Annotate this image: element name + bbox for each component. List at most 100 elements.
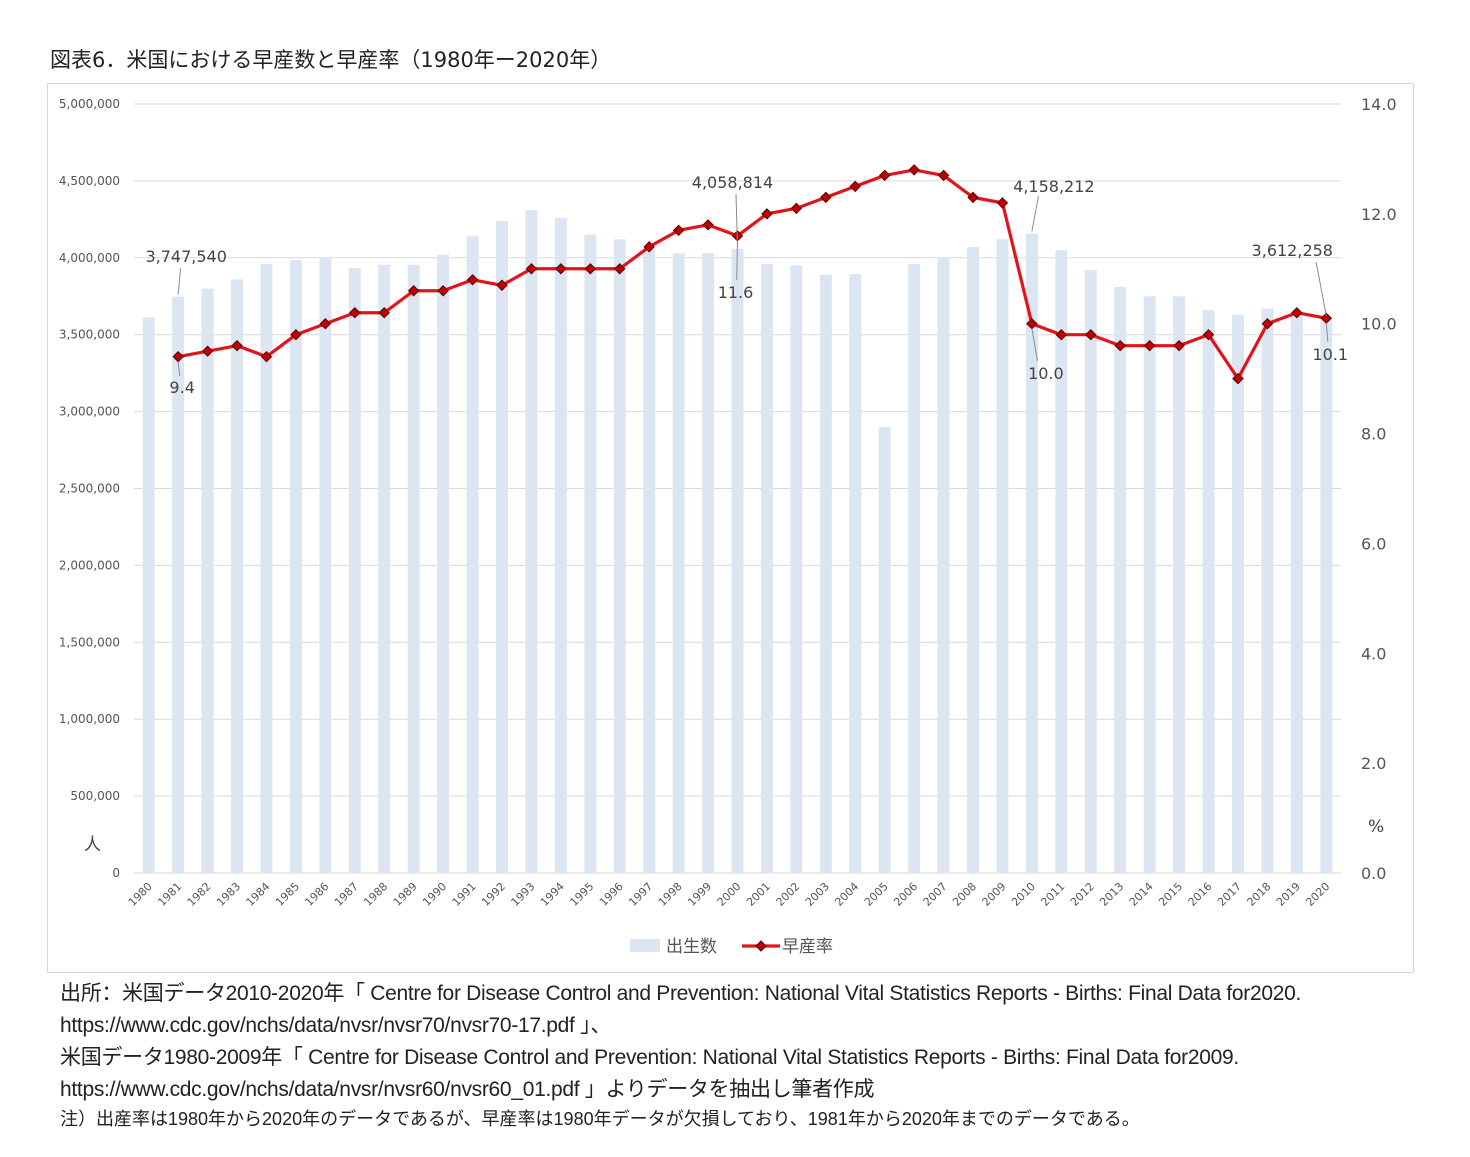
x-tick-label: 2008 [950, 880, 979, 909]
rate-marker-1994 [555, 263, 567, 275]
annotation-leader [736, 240, 738, 281]
y-left-tick-label: 500,000 [70, 789, 120, 803]
bar-1994 [554, 217, 567, 873]
x-tick-label: 1985 [273, 880, 302, 909]
legend-line-marker [755, 940, 767, 952]
rate-marker-1991 [466, 274, 479, 286]
bar-2020 [1320, 317, 1333, 874]
y-right-tick-label: 2.0 [1361, 754, 1386, 773]
y-left-tick-label: 5,000,000 [59, 97, 120, 111]
bar-2009 [996, 239, 1009, 873]
bar-1986 [319, 258, 332, 874]
data-label-2020: 3,612,258 [1252, 241, 1333, 260]
data-label-2000: 4,058,814 [692, 173, 773, 192]
y-left-unit-label: 人 [84, 835, 101, 855]
x-tick-label: 2016 [1186, 880, 1215, 909]
bar-1987 [348, 267, 361, 873]
y-left-tick-label: 1,500,000 [59, 635, 120, 649]
y-left-tick-label: 3,500,000 [59, 328, 120, 342]
bar-1985 [289, 260, 302, 873]
data-label-2010: 10.0 [1028, 364, 1064, 383]
rate-marker-2002 [790, 202, 803, 215]
y-left-tick-label: 4,500,000 [59, 174, 120, 188]
rate-marker-2008 [967, 191, 979, 204]
rate-line [177, 168, 1327, 381]
source-line-1: 出所：米国データ2010-2020年「 Centre for Disease C… [60, 982, 1302, 1005]
bar-2000 [731, 248, 744, 874]
rate-marker-2016 [1202, 328, 1215, 341]
x-tick-label: 2009 [980, 880, 1009, 909]
y-right-tick-label: 6.0 [1361, 534, 1386, 553]
rate-marker-2005 [878, 169, 891, 182]
axes: 0 500,000 1,000,000 1,500,000 2,000,000 2,500… [59, 95, 1397, 909]
x-tick-label: 1994 [538, 880, 567, 909]
x-tick-label: 2002 [774, 880, 803, 909]
rate-marker-2004 [849, 180, 861, 193]
rate-marker-1982 [201, 345, 214, 357]
bar-2005 [878, 426, 891, 873]
bar-2004 [849, 273, 862, 874]
y-left-tick-label: 1,000,000 [59, 712, 120, 726]
x-tick-label: 2004 [832, 880, 861, 909]
bar-2001 [760, 263, 773, 873]
bar-2017 [1231, 314, 1244, 873]
chart-svg: 0 500,000 1,000,000 1,500,000 2,000,000 2,500… [59, 95, 1397, 957]
x-tick-label: 2006 [891, 880, 920, 909]
bar-2018 [1261, 308, 1274, 873]
x-tick-label: 1987 [332, 880, 361, 909]
source-line-4: https://www.cdc.gov/nchs/data/nvsr/nvsr6… [60, 1078, 875, 1101]
y-left-tick-label: 2,000,000 [59, 558, 120, 572]
y-left-tick-label: 3,000,000 [59, 405, 120, 419]
bar-2008 [967, 247, 980, 873]
y-right-tick-label: 14.0 [1361, 95, 1397, 114]
bar-series [142, 210, 1333, 874]
annotation-leader [177, 267, 182, 295]
x-tick-label: 2007 [921, 880, 950, 909]
bar-2007 [937, 257, 950, 873]
x-tick-label: 1990 [420, 880, 449, 909]
rate-marker-1986 [319, 318, 332, 330]
x-tick-label: 2017 [1215, 880, 1244, 909]
bar-1992 [495, 220, 508, 873]
bar-2016 [1202, 310, 1215, 873]
bar-1991 [466, 236, 479, 873]
x-tick-label: 1998 [656, 880, 685, 909]
y-right-tick-label: 10.0 [1361, 315, 1397, 334]
rate-marker-2012 [1085, 328, 1097, 341]
rate-marker-1995 [584, 263, 597, 275]
rate-marker-1997 [643, 241, 655, 253]
annotation-leader [1031, 328, 1038, 362]
y-left-tick-label: 2,500,000 [59, 482, 120, 496]
rate-marker-2015 [1173, 339, 1185, 352]
bar-2013 [1114, 287, 1127, 874]
rate-marker-1983 [231, 339, 243, 352]
bar-1990 [437, 254, 450, 873]
line-series [172, 164, 1332, 385]
bar-1988 [378, 264, 391, 873]
rate-marker-2011 [1055, 328, 1068, 341]
annotation-leader [735, 193, 738, 247]
data-label-2010: 4,158,212 [1013, 177, 1094, 196]
rate-marker-2014 [1143, 339, 1156, 352]
source-notes: 出所：米国データ2010-2020年「 Centre for Disease C… [60, 978, 1460, 1132]
x-tick-label: 1991 [450, 880, 479, 909]
rate-marker-2006 [908, 164, 920, 176]
x-tick-label: 1981 [155, 880, 184, 909]
x-tick-label: 2013 [1097, 880, 1126, 909]
legend-bar-swatch [630, 939, 660, 952]
bar-1984 [260, 263, 273, 873]
legend-bar-label: 出生数 [666, 937, 717, 957]
bar-1997 [643, 248, 656, 873]
bar-2006 [908, 263, 921, 873]
annotation-leader [1325, 323, 1329, 343]
x-tick-label: 2005 [862, 880, 891, 909]
annotation-leader [1315, 261, 1327, 316]
rate-marker-2018 [1261, 318, 1274, 330]
x-tick-label: 1982 [185, 880, 214, 909]
bar-2010 [1025, 233, 1038, 874]
annotation-leader [1031, 195, 1039, 232]
x-tick-label: 1989 [391, 880, 420, 909]
bar-2014 [1143, 296, 1156, 873]
rate-marker-1987 [349, 307, 361, 319]
bar-1998 [672, 253, 685, 873]
